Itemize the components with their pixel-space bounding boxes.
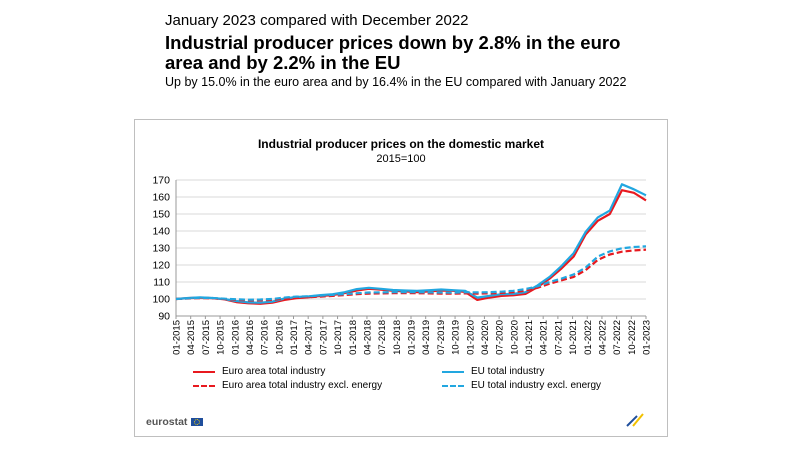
x-tick-label: 04-2020 [480,320,491,355]
eu-flag-icon [191,418,204,426]
x-tick-label: 01-2020 [465,320,476,355]
legend-swatch [442,384,464,387]
series-line-1 [175,183,647,304]
x-tick-label: 07-2019 [436,320,447,355]
x-tick-label: 04-2019 [421,320,432,355]
x-tick-label: 01-2023 [642,320,653,355]
x-tick-label: 04-2018 [362,320,373,355]
x-tick-label: 01-2022 [583,320,594,355]
subheadline: Up by 15.0% in the euro area and by 16.4… [165,75,627,89]
x-tick-label: 07-2017 [318,320,329,355]
legend-item: EU total industry excl. energy [442,380,601,391]
brand-name: eurostat [146,416,188,428]
legend-item: Euro area total industry [193,366,325,377]
eurostat-logo: eurostat [146,416,204,428]
x-tick-label: 07-2015 [201,320,212,355]
legend-swatch [442,370,464,373]
x-tick-label: 10-2020 [509,320,520,355]
x-tick-label: 04-2022 [597,320,608,355]
x-tick-label: 07-2020 [495,320,506,355]
x-tick-label: 04-2017 [304,320,315,355]
y-tick-label: 90 [158,311,170,323]
y-tick-label: 170 [152,175,170,187]
x-tick-label: 10-2022 [627,320,638,355]
legend-item: EU total industry [442,366,544,377]
y-tick-label: 150 [152,209,170,221]
legend-swatch [193,384,215,387]
x-tick-label: 01-2016 [230,320,241,355]
x-tick-label: 07-2021 [553,320,564,355]
x-tick-label: 07-2022 [612,320,623,355]
y-tick-label: 100 [152,294,170,306]
x-tick-label: 04-2016 [245,320,256,355]
x-tick-label: 07-2018 [377,320,388,355]
y-tick-label: 140 [152,226,170,238]
legend-item: Euro area total industry excl. energy [193,380,382,391]
x-tick-label: 01-2015 [172,320,183,355]
chart-subtitle: 2015=100 [376,153,426,165]
eurostat-mark-icon [626,413,644,427]
x-tick-label: 10-2019 [451,320,462,355]
series-line-0 [175,189,647,305]
headline: Industrial producer prices down by 2.8% … [165,32,621,73]
legend-label: EU total industry excl. energy [471,380,602,391]
x-tick-label: 01-2021 [524,320,535,355]
x-tick-label: 01-2017 [289,320,300,355]
x-tick-label: 04-2015 [186,320,197,355]
x-tick-label: 01-2018 [348,320,359,355]
y-tick-label: 130 [152,243,170,255]
chart-frame [134,119,668,437]
kicker-text: January 2023 compared with December 2022 [165,12,469,29]
legend-label: EU total industry [471,366,545,377]
x-tick-label: 10-2016 [274,320,285,355]
x-tick-label: 01-2019 [407,320,418,355]
y-tick-label: 120 [152,260,170,272]
legend-label: Euro area total industry [222,366,326,377]
legend-label: Euro area total industry excl. energy [222,380,383,391]
x-tick-label: 04-2021 [539,320,550,355]
x-tick-label: 10-2015 [216,320,227,355]
legend-swatch [193,370,215,373]
y-tick-label: 110 [153,277,170,289]
series-line-3 [175,245,647,301]
x-tick-label: 10-2017 [333,320,344,355]
x-tick-label: 10-2021 [568,320,579,355]
chart-title: Industrial producer prices on the domest… [257,137,545,151]
x-tick-label: 07-2016 [260,320,271,355]
x-tick-label: 10-2018 [392,320,403,355]
y-tick-label: 160 [152,192,170,204]
